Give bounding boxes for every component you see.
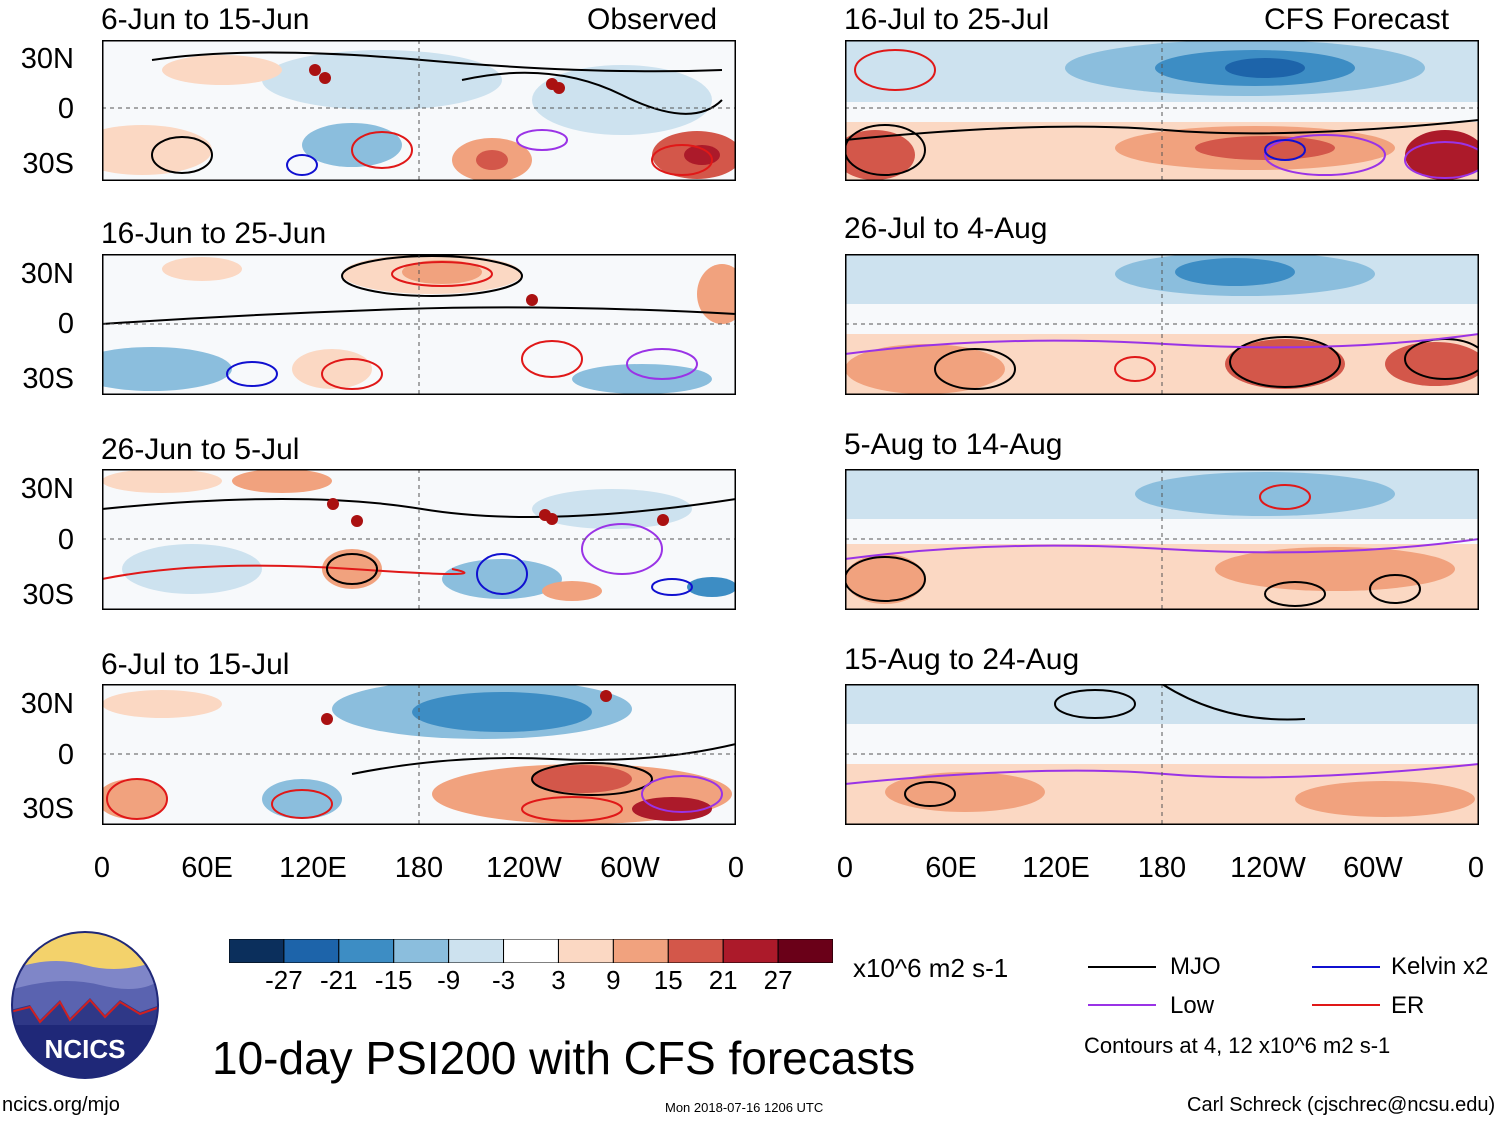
colorbar-swatch <box>393 939 450 963</box>
lon-label-60w-left: 60W <box>600 852 660 884</box>
colorbar-units: x10^6 m2 s-1 <box>853 953 1009 983</box>
observed-panel-2-title: 16-Jun to 25-Jun <box>101 217 327 250</box>
observed-map-1 <box>102 40 736 181</box>
forecast-panel-3-title: 5-Aug to 14-Aug <box>844 428 1063 461</box>
colorbar-tick-label: 3 <box>551 965 566 995</box>
lon-label-120w-left: 120W <box>486 852 562 884</box>
lon-label-60e-right: 60E <box>925 852 977 884</box>
colorbar-swatch <box>229 939 285 963</box>
observed-map-4 <box>102 684 736 825</box>
lat-label-30s-3: 30S <box>22 579 74 611</box>
colorbar-swatch <box>338 939 395 963</box>
logo-text: NCICS <box>45 1034 126 1064</box>
lon-label-120e-right: 120E <box>1022 852 1090 884</box>
lon-label-0b-left: 0 <box>727 852 745 884</box>
lon-label-0-right: 0 <box>836 852 854 884</box>
forecast-map-4 <box>845 684 1479 825</box>
forecast-label: CFS Forecast <box>1264 3 1450 36</box>
forecast-panel-1-title: 16-Jul to 25-Jul <box>844 3 1050 36</box>
colorbar-tick-label: -3 <box>491 965 516 995</box>
lon-label-0-left: 0 <box>93 852 111 884</box>
lat-label-eq-1: 0 <box>57 93 74 125</box>
forecast-panel-4-title: 15-Aug to 24-Aug <box>844 643 1080 676</box>
observed-map-3 <box>102 469 736 610</box>
lon-label-120e-left: 120E <box>279 852 347 884</box>
observed-panel-3-title: 26-Jun to 5-Jul <box>101 433 300 466</box>
footer-url[interactable]: ncics.org/mjo <box>2 1094 120 1116</box>
colorbar-swatch <box>503 939 559 963</box>
legend-line-low <box>1088 1004 1156 1006</box>
colorbar-tick-label: 21 <box>708 965 738 995</box>
legend-label-er: ER <box>1391 992 1425 1019</box>
colorbar-tick-label: -21 <box>320 965 358 995</box>
observed-label: Observed <box>587 3 718 36</box>
main-title: 10-day PSI200 with CFS forecasts <box>212 1032 916 1084</box>
footer-timestamp: Mon 2018-07-16 1206 UTC <box>665 1100 824 1115</box>
forecast-map-1 <box>845 40 1479 181</box>
lat-label-30n-1: 30N <box>20 43 74 75</box>
forecast-panel-2-title: 26-Jul to 4-Aug <box>844 212 1048 245</box>
lat-label-30n-4: 30N <box>20 688 74 720</box>
colorbar-tick-label: -15 <box>374 965 413 995</box>
legend-line-mjo <box>1088 966 1156 968</box>
lon-label-180-right: 180 <box>1137 852 1187 884</box>
colorbar-swatch <box>667 939 724 963</box>
forecast-map-3 <box>845 469 1479 610</box>
colorbar-tick-label: 27 <box>763 965 793 995</box>
colorbar-swatch <box>777 939 833 963</box>
contours-note: Contours at 4, 12 x10^6 m2 s-1 <box>1084 1033 1391 1058</box>
lon-label-60e-left: 60E <box>181 852 233 884</box>
lat-label-eq-3: 0 <box>57 524 74 556</box>
colorbar-swatch <box>557 939 614 963</box>
observed-panel-4-title: 6-Jul to 15-Jul <box>101 648 290 681</box>
forecast-map-2 <box>845 254 1479 395</box>
legend-label-low: Low <box>1170 992 1215 1019</box>
footer-credit: Carl Schreck (cjschrec@ncsu.edu) <box>1187 1094 1496 1116</box>
colorbar <box>229 939 833 963</box>
colorbar-tick-label: 9 <box>606 965 621 995</box>
colorbar-swatch <box>283 939 340 963</box>
legend-line-er <box>1312 1004 1380 1006</box>
colorbar-tick-label: -9 <box>437 965 461 995</box>
colorbar-tick-label: -27 <box>265 965 303 995</box>
lat-label-30s-1: 30S <box>22 148 74 180</box>
legend-line-kelvin <box>1312 966 1380 968</box>
observed-map-2 <box>102 254 736 395</box>
lat-label-eq-4: 0 <box>57 739 74 771</box>
lat-label-30s-2: 30S <box>22 363 74 395</box>
lat-label-30n-3: 30N <box>20 473 74 505</box>
lon-label-60w-right: 60W <box>1343 852 1403 884</box>
lat-label-30n-2: 30N <box>20 258 74 290</box>
colorbar-swatch <box>448 939 505 963</box>
lon-label-180-left: 180 <box>394 852 444 884</box>
colorbar-swatch <box>722 939 779 963</box>
lat-label-30s-4: 30S <box>22 793 74 825</box>
lon-label-0b-right: 0 <box>1467 852 1485 884</box>
observed-panel-1-title: 6-Jun to 15-Jun <box>101 3 310 36</box>
lon-label-120w-right: 120W <box>1230 852 1306 884</box>
colorbar-swatch <box>612 939 669 963</box>
colorbar-tick-label: 15 <box>653 965 683 995</box>
legend-label-mjo: MJO <box>1170 953 1221 980</box>
ncics-logo: NCICS <box>11 931 159 1079</box>
lat-label-eq-2: 0 <box>57 308 74 340</box>
legend-label-kelvin: Kelvin x2 <box>1391 953 1489 980</box>
